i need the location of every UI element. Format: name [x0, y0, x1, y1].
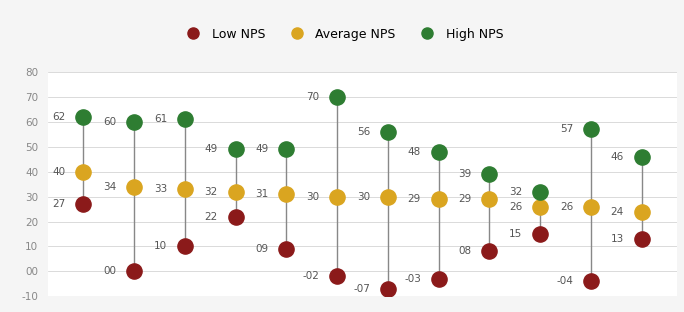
Point: [636, 209, 647, 214]
Text: 30: 30: [357, 192, 370, 202]
Text: 31: 31: [255, 189, 269, 199]
Text: 08: 08: [458, 246, 472, 256]
Text: 49: 49: [205, 144, 218, 154]
Point: [535, 204, 546, 209]
Text: 40: 40: [53, 167, 66, 177]
Point: [586, 127, 596, 132]
Point: [78, 202, 89, 207]
Point: [332, 94, 343, 99]
Point: [433, 276, 444, 281]
Text: 27: 27: [53, 199, 66, 209]
Text: 57: 57: [560, 124, 573, 134]
Text: 29: 29: [408, 194, 421, 204]
Text: 09: 09: [256, 244, 269, 254]
Point: [281, 246, 292, 251]
Text: -04: -04: [556, 276, 573, 286]
Point: [535, 189, 546, 194]
Text: 22: 22: [205, 212, 218, 222]
Text: 24: 24: [611, 207, 624, 217]
Legend: Low NPS, Average NPS, High NPS: Low NPS, Average NPS, High NPS: [174, 22, 510, 47]
Point: [382, 194, 393, 199]
Text: 60: 60: [103, 117, 116, 127]
Point: [231, 189, 241, 194]
Text: 48: 48: [408, 147, 421, 157]
Text: 00: 00: [103, 266, 116, 276]
Text: 26: 26: [509, 202, 523, 212]
Text: 10: 10: [154, 241, 167, 251]
Text: 29: 29: [458, 194, 472, 204]
Point: [484, 249, 495, 254]
Text: 39: 39: [458, 169, 472, 179]
Point: [332, 274, 343, 279]
Point: [179, 117, 190, 122]
Point: [281, 192, 292, 197]
Point: [78, 114, 89, 119]
Point: [332, 194, 343, 199]
Point: [433, 197, 444, 202]
Text: 13: 13: [611, 234, 624, 244]
Text: 62: 62: [53, 112, 66, 122]
Point: [179, 187, 190, 192]
Text: 32: 32: [205, 187, 218, 197]
Point: [231, 147, 241, 152]
Point: [231, 214, 241, 219]
Point: [586, 279, 596, 284]
Text: 32: 32: [509, 187, 523, 197]
Text: -03: -03: [404, 274, 421, 284]
Point: [586, 204, 596, 209]
Text: 15: 15: [509, 229, 523, 239]
Point: [129, 119, 140, 124]
Text: 49: 49: [255, 144, 269, 154]
Point: [129, 269, 140, 274]
Text: 33: 33: [154, 184, 167, 194]
Point: [636, 154, 647, 159]
Point: [484, 197, 495, 202]
Point: [535, 232, 546, 236]
Point: [179, 244, 190, 249]
Text: 34: 34: [103, 182, 116, 192]
Point: [281, 147, 292, 152]
Point: [484, 172, 495, 177]
Point: [129, 184, 140, 189]
Point: [636, 236, 647, 241]
Point: [78, 169, 89, 174]
Point: [382, 286, 393, 291]
Point: [382, 129, 393, 134]
Text: 26: 26: [560, 202, 573, 212]
Point: [433, 149, 444, 154]
Text: 70: 70: [306, 92, 319, 102]
Text: -02: -02: [302, 271, 319, 281]
Text: -07: -07: [353, 284, 370, 294]
Text: 30: 30: [306, 192, 319, 202]
Text: 61: 61: [154, 114, 167, 124]
Text: 46: 46: [611, 152, 624, 162]
Text: 56: 56: [357, 127, 370, 137]
